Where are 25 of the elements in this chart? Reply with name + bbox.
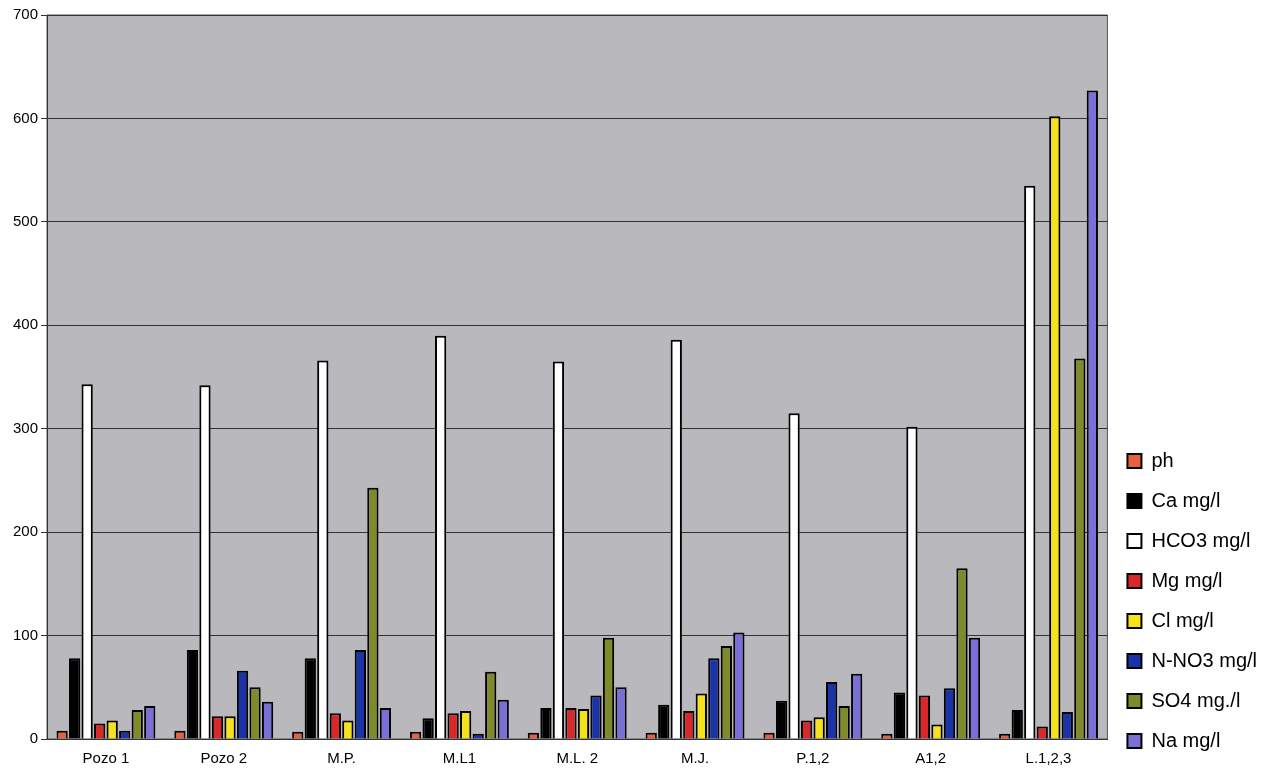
x-tick-label: M.L1 <box>442 749 477 767</box>
y-tick-label: 400 <box>13 315 39 333</box>
x-tick-label: Pozo 1 <box>82 749 130 767</box>
legend-label: HCO3 mg/l <box>1151 528 1251 551</box>
y-tick-label: 600 <box>13 108 39 126</box>
y-tick-label: 0 <box>29 729 39 747</box>
x-tick-label: M.L. 2 <box>556 749 599 767</box>
y-tick-label: 100 <box>13 625 39 643</box>
y-tick-label: 500 <box>13 212 39 229</box>
legend-label: N-NO3 mg/l <box>1151 648 1258 671</box>
x-tick-label: L.1,2,3 <box>1025 749 1072 767</box>
x-tick-label: M.P. <box>327 749 357 767</box>
x-tick-label: M.J. <box>680 749 710 767</box>
x-tick-label: P.1,2 <box>796 749 830 767</box>
y-tick-label: 700 <box>13 5 39 23</box>
legend-label: ph <box>1151 448 1174 471</box>
y-tick-label: 300 <box>13 418 39 436</box>
legend-label: Ca mg/l <box>1151 488 1221 511</box>
legend-label: Cl mg/l <box>1151 608 1214 631</box>
y-tick-label: 200 <box>13 522 39 540</box>
legend-label: Mg mg/l <box>1151 568 1223 591</box>
legend-label: SO4 mg./l <box>1151 688 1241 711</box>
x-tick-label: Pozo 2 <box>200 749 248 767</box>
x-tick-label: A1,2 <box>915 749 947 767</box>
legend-label: Na mg/l <box>1151 728 1221 751</box>
